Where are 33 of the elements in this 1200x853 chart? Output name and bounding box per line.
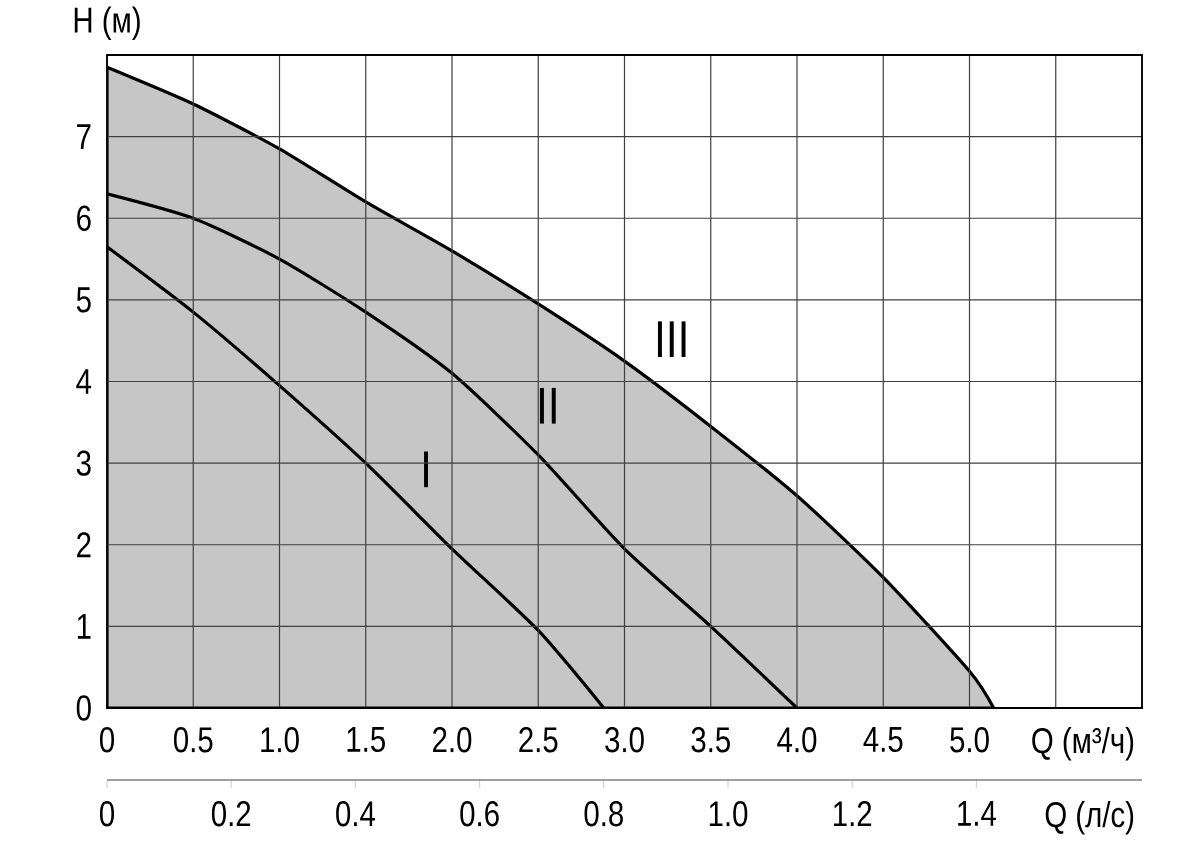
y-tick-label: 2 <box>77 532 91 558</box>
x-tick-label: 1.0 <box>261 727 299 753</box>
x2-tick-label: 0.2 <box>211 801 251 827</box>
x-tick-label: 3.0 <box>605 727 644 753</box>
x-tick-label: 3.5 <box>691 727 730 753</box>
series-label: II <box>539 387 556 424</box>
x-tick-label: 4.0 <box>777 727 817 753</box>
x-tick-label: 2.0 <box>433 727 472 753</box>
x2-tick-label: 1.4 <box>958 801 996 826</box>
y-tick-label: 1 <box>77 614 91 639</box>
y-tick-label: 3 <box>76 450 91 476</box>
x-tick-label: 2.5 <box>519 727 558 753</box>
x-tick-label: 5.0 <box>950 727 989 753</box>
series-label: I <box>424 451 428 488</box>
y-tick-label: 6 <box>77 205 91 231</box>
y-tick-label: 5 <box>76 287 91 313</box>
x2-tick-label: 0.6 <box>460 801 499 827</box>
x-tick-label: 0 <box>99 727 115 753</box>
y-tick-label: 4 <box>76 369 92 394</box>
x-tick-label: 1.5 <box>347 727 385 753</box>
x-tick-label: 0.5 <box>173 727 213 753</box>
x2-tick-label: 0.8 <box>584 801 623 827</box>
x2-tick-label: 0 <box>99 801 115 827</box>
y-tick-label: 7 <box>77 124 91 149</box>
x-axis-title: Q (м³/ч) <box>1032 727 1134 761</box>
y-axis-title: H (м) <box>74 6 140 40</box>
x2-axis-title: Q (л/с) <box>1045 801 1134 835</box>
x2-tick-label: 1.0 <box>709 801 748 827</box>
y-tick-label: 0 <box>76 695 91 721</box>
x-tick-label: 4.5 <box>863 727 903 753</box>
series-label: III <box>657 321 686 358</box>
x2-tick-label: 1.2 <box>834 801 872 827</box>
x2-tick-label: 0.4 <box>336 801 375 827</box>
